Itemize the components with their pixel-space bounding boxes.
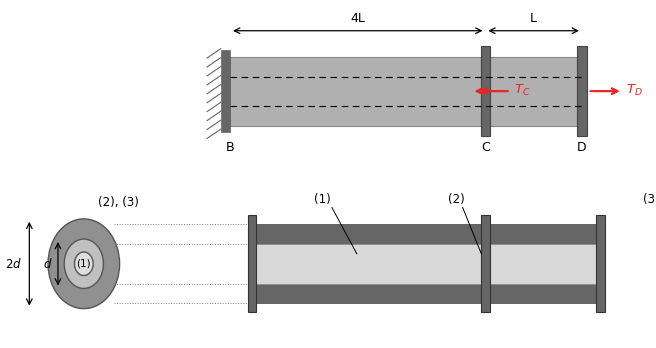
Polygon shape [252, 224, 600, 244]
Polygon shape [221, 50, 230, 132]
Text: B: B [226, 141, 234, 154]
Text: $2d$: $2d$ [5, 257, 22, 271]
Polygon shape [481, 215, 490, 312]
Text: L: L [530, 11, 537, 24]
Polygon shape [596, 215, 605, 312]
Text: (1): (1) [314, 193, 331, 206]
Text: $d$: $d$ [43, 257, 53, 271]
Polygon shape [230, 57, 582, 126]
Text: $T_D$: $T_D$ [626, 82, 643, 98]
Text: C: C [481, 141, 490, 154]
Polygon shape [577, 46, 586, 136]
Ellipse shape [48, 219, 119, 309]
Text: (3): (3) [643, 193, 656, 206]
Polygon shape [247, 215, 256, 312]
Text: (1): (1) [77, 259, 91, 269]
Ellipse shape [75, 252, 93, 276]
Text: $T_C$: $T_C$ [514, 82, 531, 98]
Text: (2): (2) [448, 193, 465, 206]
Polygon shape [252, 244, 600, 284]
Text: (2), (3): (2), (3) [98, 196, 138, 208]
Ellipse shape [64, 239, 104, 288]
Text: 4L: 4L [350, 11, 365, 24]
Polygon shape [481, 46, 490, 136]
Text: D: D [577, 141, 586, 154]
Polygon shape [252, 284, 600, 303]
